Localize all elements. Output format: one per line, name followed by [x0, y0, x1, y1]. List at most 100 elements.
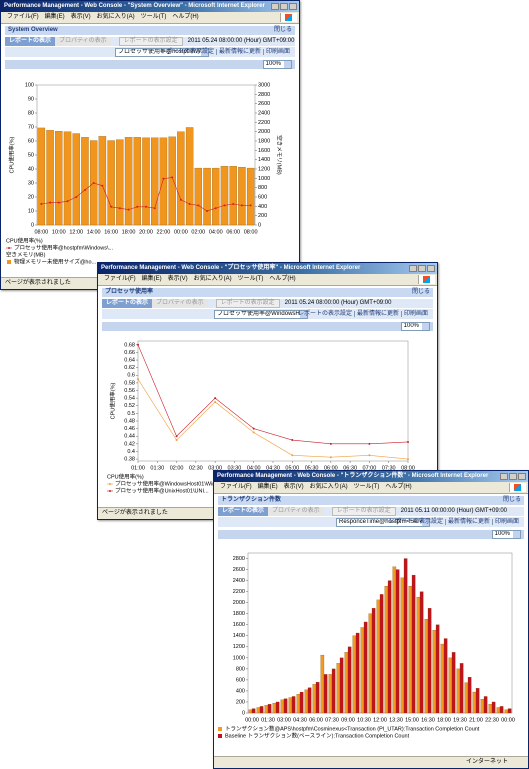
bar	[185, 127, 194, 226]
y-tick-label: 800	[236, 666, 245, 672]
tab[interactable]: プロパティの表示	[152, 299, 208, 308]
menu-item[interactable]: 表示(V)	[283, 484, 304, 490]
bar	[360, 627, 365, 714]
menu-item[interactable]: ヘルプ(H)	[172, 14, 199, 20]
bar	[336, 663, 341, 714]
zoom-select[interactable]: 100%	[262, 60, 292, 69]
window-title: Performance Management - Web Console - "…	[4, 3, 265, 9]
x-tick-label: 04:30	[266, 465, 280, 471]
zoom-bar: 100%	[218, 530, 524, 539]
tab[interactable]: プロパティの表示	[268, 507, 324, 516]
y-tick-label: 2200	[233, 589, 245, 595]
point-marker	[40, 203, 43, 205]
minimize-button[interactable]	[271, 3, 279, 10]
menu-item[interactable]: ファイル(F)	[104, 276, 136, 282]
bar	[467, 677, 472, 714]
point-marker	[407, 440, 409, 443]
tab-active[interactable]: レポートの表示	[5, 37, 56, 46]
y-tick-label: 0.44	[124, 434, 135, 440]
ie-logo	[418, 275, 435, 284]
menu-item[interactable]: 表示(V)	[70, 14, 91, 20]
legend-heading: 空きメモリ(MB)	[6, 250, 46, 258]
report-link[interactable]: 最新情報に更新	[353, 311, 401, 317]
menu-item[interactable]: ツール(T)	[237, 276, 264, 282]
menu-item[interactable]: ツール(T)	[353, 484, 380, 490]
bar	[424, 619, 429, 714]
y-tick-label: 40	[28, 166, 34, 172]
x-tick-label: 00:00	[245, 717, 259, 723]
report-link[interactable]: 印刷画面	[400, 311, 430, 317]
menu-item[interactable]: 編集(E)	[44, 14, 65, 20]
point-marker	[214, 400, 217, 403]
report-link[interactable]: 印刷画面	[491, 519, 521, 525]
maximize-button[interactable]	[509, 473, 517, 480]
zoom-select[interactable]: 100%	[491, 530, 521, 539]
tab-active[interactable]: レポートの表示	[218, 507, 269, 516]
close-button[interactable]	[289, 3, 297, 10]
x-tick-label: 01:00	[131, 465, 145, 471]
x-tick-label: 22:00	[157, 229, 171, 235]
menu-item[interactable]: ヘルプ(H)	[385, 484, 412, 490]
x-tick-label: 03:00	[208, 465, 222, 471]
report-link[interactable]: 最新情報に更新	[444, 519, 492, 525]
menu-item[interactable]: ツール(T)	[140, 14, 167, 20]
close-link[interactable]: 閉じる	[411, 289, 430, 295]
close-link[interactable]: 閉じる	[273, 27, 292, 33]
report-link[interactable]: レポートの表示設定	[388, 519, 443, 525]
menu-item[interactable]: ファイル(F)	[7, 14, 39, 20]
menu-item[interactable]: 表示(V)	[167, 276, 188, 282]
maximize-button[interactable]	[280, 3, 288, 10]
resource-select[interactable]: プロセッサ使用率@hostpfm\Windows\	[115, 48, 209, 57]
y-tick-label: 0.6	[127, 373, 135, 379]
point-marker	[101, 184, 104, 187]
point-marker	[162, 177, 165, 180]
y-tick-label: 1800	[233, 611, 245, 617]
x-tick-label: 18:00	[122, 229, 136, 235]
close-button[interactable]	[427, 265, 435, 272]
bar	[264, 705, 269, 714]
report-link[interactable]: 最新情報に更新	[215, 49, 263, 55]
menu-item[interactable]: 編集(E)	[141, 276, 162, 282]
y-tick-label: 0.54	[124, 396, 135, 402]
y2-tick-label: 1800	[258, 138, 270, 144]
settings-button[interactable]: レポートの表示設定	[331, 507, 396, 516]
bar	[440, 643, 445, 714]
y-tick-label: 0	[242, 710, 245, 716]
settings-button[interactable]: レポートの表示設定	[118, 37, 183, 46]
settings-button[interactable]: レポートの表示設定	[215, 299, 280, 308]
point-marker	[171, 176, 174, 179]
report-link[interactable]: 印刷画面	[262, 49, 292, 55]
point-marker	[75, 196, 78, 198]
y-tick-label: 0.58	[124, 380, 135, 386]
menu-item[interactable]: お気に入り(A)	[96, 14, 135, 20]
tab-active[interactable]: レポートの表示	[102, 299, 153, 308]
tab[interactable]: プロパティの表示	[55, 37, 111, 46]
report-link[interactable]: レポートの表示設定	[159, 49, 214, 55]
y-tick-label: 70	[28, 124, 34, 130]
menu-item[interactable]: ファイル(F)	[220, 484, 252, 490]
maximize-button[interactable]	[418, 265, 426, 272]
x-tick-label: 13:30	[389, 717, 403, 723]
resource-select[interactable]: プロセッサ使用率@WindowsHost01<Wind	[214, 310, 308, 319]
close-link[interactable]: 閉じる	[502, 497, 521, 503]
x-tick-label: 16:30	[421, 717, 435, 723]
report-link[interactable]: レポートの表示設定	[297, 311, 352, 317]
x-tick-label: 06:30	[343, 465, 357, 471]
x-tick-label: 12:00	[373, 717, 387, 723]
minimize-button[interactable]	[409, 265, 417, 272]
menu-item[interactable]: お気に入り(A)	[309, 484, 348, 490]
point-marker	[83, 189, 86, 191]
x-tick-label: 02:00	[191, 229, 205, 235]
ie-logo	[280, 13, 297, 22]
minimize-button[interactable]	[500, 473, 508, 480]
resource-select[interactable]: ResponceTime@hostpfm<ServiceRes	[336, 518, 430, 527]
bar	[320, 654, 325, 714]
bar	[387, 580, 392, 714]
x-tick-label: 02:30	[189, 465, 203, 471]
close-button[interactable]	[518, 473, 526, 480]
menu-item[interactable]: お気に入り(A)	[193, 276, 232, 282]
zoom-select[interactable]: 100%	[400, 322, 430, 331]
menu-item[interactable]: 編集(E)	[257, 484, 278, 490]
x-tick-label: 12:00	[69, 229, 83, 235]
menu-item[interactable]: ヘルプ(H)	[269, 276, 296, 282]
